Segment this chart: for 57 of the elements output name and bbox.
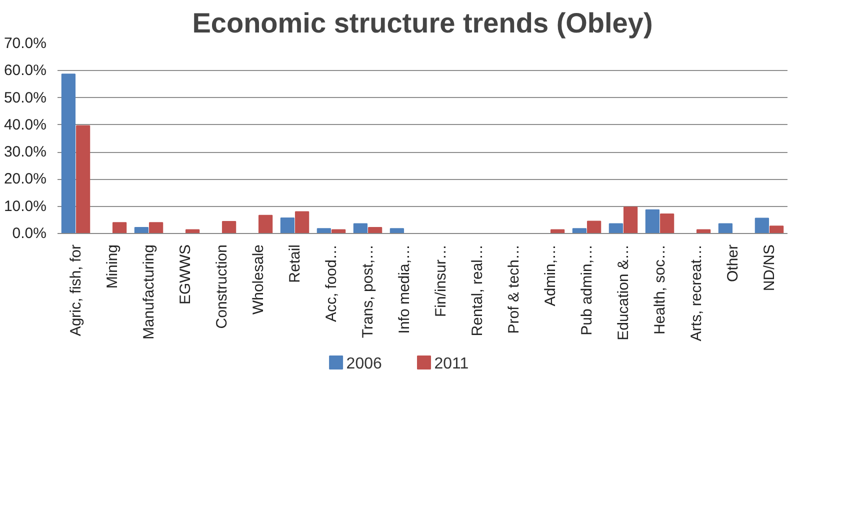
bar xyxy=(353,223,368,234)
bar xyxy=(76,125,90,234)
x-tick-label: Admin,… xyxy=(542,244,559,306)
bar xyxy=(61,74,76,234)
x-tick-label: Construction xyxy=(213,244,230,329)
y-tick-label: 10.0% xyxy=(4,198,47,215)
bar xyxy=(572,228,587,234)
bar xyxy=(390,228,404,234)
y-tick-label: 30.0% xyxy=(4,144,47,161)
legend-label: 2006 xyxy=(346,356,382,372)
bar xyxy=(550,229,565,234)
x-tick-label: Rental, real… xyxy=(468,244,486,336)
x-tick-label: ND/NS xyxy=(760,244,778,292)
bar xyxy=(586,220,602,234)
bar xyxy=(368,227,382,234)
bar xyxy=(112,222,127,234)
y-tick-label: 20.0% xyxy=(4,170,47,188)
x-tick-label: Trans, post,… xyxy=(359,244,376,338)
x-tick-label: Mining xyxy=(104,244,121,289)
bar xyxy=(660,213,674,234)
x-tick-label: Prof & tech… xyxy=(505,244,522,334)
bar xyxy=(294,211,310,234)
y-tick-label: 50.0% xyxy=(4,89,47,106)
x-tick-label: Agric, fish, for xyxy=(67,244,84,336)
bar xyxy=(754,218,770,234)
x-tick-label: EGWWS xyxy=(176,244,194,304)
y-tick-label: 0.0% xyxy=(12,225,47,242)
bar xyxy=(185,229,200,234)
x-tick-label: Health, soc… xyxy=(651,244,668,335)
legend-label: 2011 xyxy=(434,356,469,372)
bar xyxy=(696,229,711,234)
y-tick-label: 40.0% xyxy=(4,116,47,134)
bar xyxy=(134,227,149,234)
y-tick-label: 60.0% xyxy=(4,62,47,80)
x-tick-label: Education &… xyxy=(614,244,632,340)
bar xyxy=(623,206,638,234)
x-tick-label: Arts, recreat… xyxy=(688,244,705,342)
x-tick-label: Manufacturing xyxy=(140,244,158,340)
x-tick-label: Wholesale xyxy=(250,244,267,315)
x-tick-label: Info media,… xyxy=(396,244,413,334)
bar xyxy=(331,229,346,234)
bar xyxy=(769,226,784,234)
y-tick-label: 70.0% xyxy=(4,35,47,52)
bar xyxy=(316,228,332,234)
bar xyxy=(718,223,733,234)
bar xyxy=(258,214,273,234)
bar xyxy=(148,222,164,234)
bar xyxy=(222,221,236,234)
chart-title: Economic structure trends (Obley) xyxy=(192,8,653,38)
x-tick-label: Acc, food… xyxy=(322,244,340,322)
x-tick-label: Retail xyxy=(286,244,304,283)
x-tick-label: Pub admin,… xyxy=(578,244,596,336)
x-tick-label: Other xyxy=(724,244,742,282)
x-tick-label: Fin/insur… xyxy=(432,244,450,318)
bar xyxy=(645,209,660,234)
bar xyxy=(280,218,295,234)
bar xyxy=(608,223,624,234)
